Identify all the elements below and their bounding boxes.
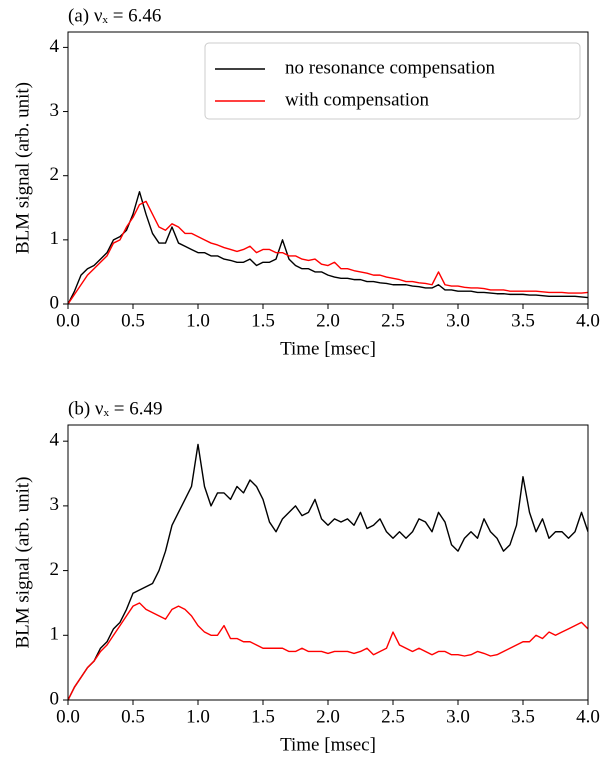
y-tick-label: 0	[50, 292, 60, 313]
chart-title: (a) νₓ = 6.46	[68, 5, 161, 26]
x-tick-label: 1.0	[186, 706, 210, 727]
legend-box	[204, 42, 581, 120]
axes-frame	[67, 31, 589, 305]
x-tick-label: 1.5	[251, 310, 275, 331]
data-line	[68, 200, 588, 304]
data-line	[68, 443, 588, 700]
x-tick-label: 1.5	[251, 706, 275, 727]
y-axis-label: BLM signal (arb. unit)	[12, 476, 33, 648]
data-line	[68, 191, 588, 304]
y-tick-label: 4	[50, 36, 60, 57]
x-tick-label: 2.0	[316, 706, 340, 727]
x-tick-label: 1.0	[186, 310, 210, 331]
x-tick-label: 4.0	[576, 310, 600, 331]
y-tick-label: 1	[50, 624, 60, 645]
x-axis-label: Time [msec]	[280, 338, 376, 359]
x-tick-label: 2.0	[316, 310, 340, 331]
x-tick-label: 4.0	[576, 706, 600, 727]
x-tick-label: 3.5	[511, 310, 535, 331]
x-tick-label: 0.5	[121, 706, 145, 727]
chart-title: (b) νₓ = 6.49	[68, 398, 162, 419]
y-tick-label: 4	[50, 430, 60, 451]
y-tick-label: 3	[50, 100, 60, 121]
y-tick-label: 0	[50, 688, 60, 709]
data-line	[68, 602, 588, 700]
y-tick-label: 2	[50, 164, 60, 185]
x-tick-label: 2.5	[381, 706, 405, 727]
x-tick-label: 0.0	[56, 310, 80, 331]
y-tick-label: 3	[50, 494, 60, 515]
x-tick-label: 3.0	[446, 706, 470, 727]
y-tick-label: 2	[50, 559, 60, 580]
x-tick-label: 0.5	[121, 310, 145, 331]
x-tick-label: 0.0	[56, 706, 80, 727]
axes-frame	[67, 424, 589, 701]
y-tick-label: 1	[50, 228, 60, 249]
x-tick-label: 3.5	[511, 706, 535, 727]
y-axis-label: BLM signal (arb. unit)	[12, 82, 33, 254]
x-tick-label: 2.5	[381, 310, 405, 331]
legend-label: with compensation	[285, 89, 430, 110]
x-axis-label: Time [msec]	[280, 734, 376, 755]
x-tick-label: 3.0	[446, 310, 470, 331]
legend-label: no resonance compensation	[285, 57, 495, 78]
